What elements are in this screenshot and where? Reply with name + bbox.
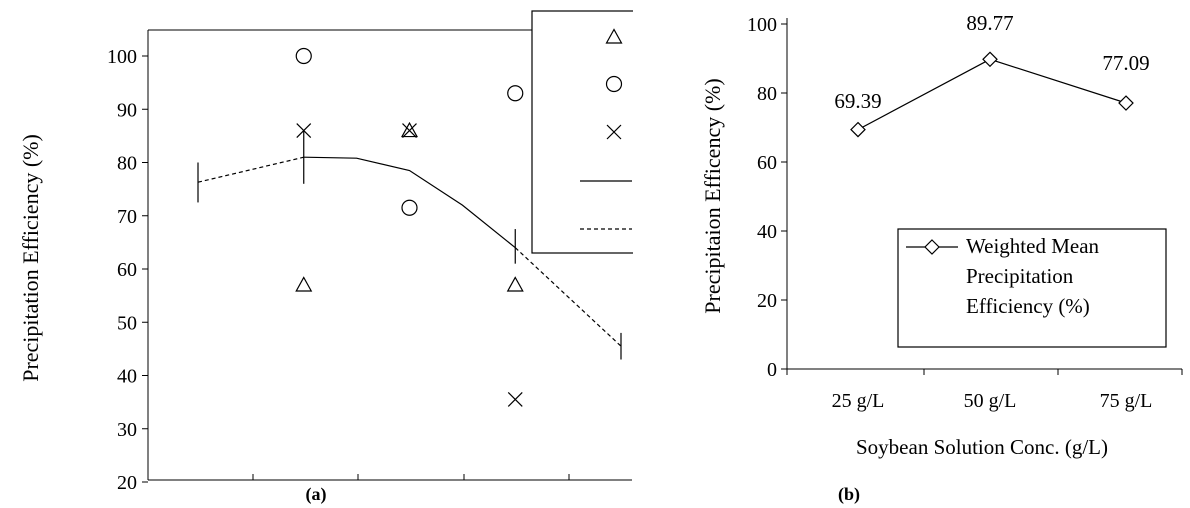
- circle-marker: [401, 199, 418, 216]
- triangle-marker: [506, 276, 524, 292]
- panel-label-a: (a): [306, 484, 327, 505]
- y-tick-label-b: 80: [757, 83, 777, 105]
- chart-a: 20 30 40 50 60 70 80 90 100 Precipitation Efficie…: [18, 0, 653, 505]
- y-axis-label-a: Precipitation Efficiency (%): [18, 134, 43, 382]
- panel-label-b: (b): [838, 484, 860, 505]
- y-tick-label-a: 40: [117, 366, 137, 388]
- legend-label-line-b: Precipitation: [966, 264, 1074, 288]
- x-tick-label-b: 75 g/L: [1100, 390, 1153, 412]
- x-axis-label-b: Soybean Solution Conc. (g/L): [856, 435, 1108, 459]
- y-tick-label-a: 80: [117, 153, 137, 175]
- triangle-marker: [400, 121, 419, 138]
- y-tick-label-a: 50: [117, 312, 137, 334]
- diamond-marker: [1118, 95, 1134, 111]
- x-tick-label-b: 25 g/L: [832, 390, 885, 412]
- x-tick-label-b: 50 g/L: [964, 390, 1017, 412]
- y-tick-label-b: 0: [767, 359, 777, 381]
- y-tick-label-a: 20: [117, 472, 137, 494]
- circle-marker: [507, 85, 524, 102]
- legend-cross-marker: [606, 124, 622, 140]
- legend-label-line-b: Efficiency (%): [966, 294, 1090, 318]
- y-tick-label-a: 60: [117, 259, 137, 281]
- legend-circle-marker: [605, 75, 623, 93]
- circle-marker: [295, 47, 312, 65]
- dashed-line: [197, 156, 304, 183]
- y-tick-label-b: 40: [757, 221, 777, 243]
- y-tick-label-b: 60: [757, 152, 777, 174]
- dashed-line: [514, 247, 622, 347]
- y-tick-label-a: 90: [117, 99, 137, 121]
- series-line-b: [857, 58, 1127, 131]
- legend-a: [531, 10, 643, 254]
- y-tick-label-a: 70: [117, 206, 137, 228]
- data-label-b: 77.09: [1102, 51, 1149, 75]
- diamond-marker: [982, 51, 998, 68]
- data-label-b: 89.77: [966, 11, 1013, 35]
- solid-line: [303, 156, 516, 249]
- y-tick-label-a: 30: [117, 419, 137, 441]
- legend-b: [897, 228, 1167, 348]
- cross-marker: [296, 123, 312, 138]
- cross-marker: [507, 392, 523, 407]
- data-label-b: 69.39: [834, 89, 881, 113]
- chart-b: 0 20 40 60 80 100 25 g/L 50 g/L 75 g/L Precipitai…: [700, 11, 1183, 505]
- legend-diamond-marker: [924, 239, 940, 255]
- legend-triangle-marker: [605, 28, 623, 44]
- diamond-marker: [850, 121, 866, 138]
- y-axis-label-b: Precipitaion Efficency (%): [700, 78, 725, 313]
- y-tick-label-a: 100: [107, 46, 137, 68]
- y-tick-label-b: 20: [757, 290, 777, 312]
- triangle-marker: [295, 276, 313, 292]
- cross-marker: [402, 123, 417, 138]
- y-tick-label-b: 100: [747, 14, 777, 36]
- legend-clip-mask: [633, 0, 653, 260]
- legend-label-line-b: Weighted Mean: [966, 234, 1100, 258]
